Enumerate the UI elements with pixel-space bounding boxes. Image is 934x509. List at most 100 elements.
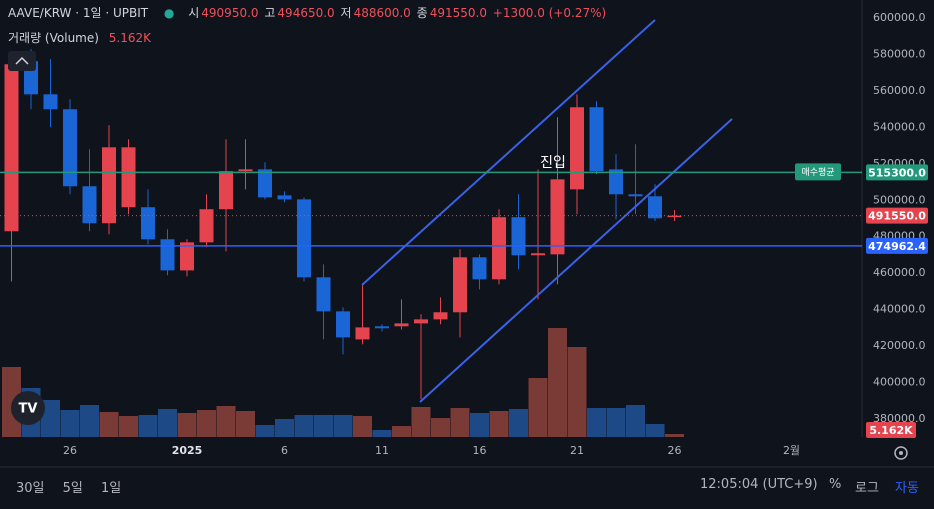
settings-icon[interactable] [894,446,908,460]
candle-body [4,64,19,232]
candle-body [180,242,194,271]
volume-bar [353,416,372,437]
y-tick-label: 400000.0 [873,375,926,388]
candle-body [628,194,643,197]
candle-body [141,207,155,240]
trend-line [419,118,733,403]
candle-body [472,257,487,280]
open-label: 시 [188,6,200,20]
candle-body [570,107,584,190]
candle-body [511,217,526,256]
clock: 12:05:04 (UTC+9) [700,477,818,492]
candle-body [258,169,272,198]
volume-bar [294,415,314,437]
volume-title: 거래량 (Volume) [8,31,99,45]
candle-body [82,186,97,224]
volume-bar [470,413,489,437]
volume-bar [138,415,158,437]
candle-body [648,196,662,219]
candle-body [336,311,350,338]
candle-body [63,109,77,187]
candle-body [453,257,467,313]
high: 494650.0 [277,6,335,20]
symbol: AAVE/KRW · 1일 · UPBIT [8,6,149,20]
range-button[interactable]: 30일 [16,481,45,496]
volume-bar [314,415,333,437]
price-line-name: 매수평균 [801,167,834,178]
auto-button[interactable]: 자동 [895,481,919,496]
price-tag [866,164,928,181]
high-label: 고 [264,6,276,20]
candle-body [589,107,604,172]
y-tick-label: 580000.0 [873,48,926,61]
price-tag-label: 491550.0 [868,210,926,223]
settings-icon-dot [899,451,903,455]
candle-body [102,147,116,224]
range-button[interactable]: 1일 [101,481,122,496]
candle-body [667,215,682,218]
log-button[interactable]: 로그 [855,481,879,496]
x-tick-label: 2025 [172,444,203,457]
volume-bar [80,405,99,437]
low-label: 저 [340,6,352,20]
candle-body [355,327,370,340]
volume-bar [158,409,177,437]
range-button[interactable]: 5일 [62,481,83,496]
volume-bar [255,425,275,437]
y-tick-label: 600000.0 [873,11,926,24]
x-tick-label: 21 [570,444,584,457]
y-tick-label: 440000.0 [873,303,926,316]
y-tick-label: 460000.0 [873,266,926,279]
volume-bar [606,408,626,437]
x-tick-label: 16 [473,444,487,457]
volume-bar [119,416,138,437]
x-tick-label: 2월 [783,444,800,457]
volume-bar [333,415,353,437]
volume-bar [509,409,528,437]
header: AAVE/KRW · 1일 · UPBIT ● 시 490950.0 고 49465… [8,4,608,21]
volume-bar [411,407,431,437]
candle-body [277,195,292,200]
volume-bar [197,410,216,437]
close-label: 종 [416,6,428,20]
y-tick-label: 560000.0 [873,84,926,97]
volume-header: 거래량 (Volume) 5.162K [8,29,151,46]
collapse-button[interactable] [8,51,36,71]
volume-bar [567,347,587,437]
volume-bar [431,418,450,437]
volume-bar [372,430,392,437]
candle-body [609,169,623,195]
price-tag-label: 515300.0 [868,166,926,179]
collapse-icon [15,56,29,65]
y-tick-label: 540000.0 [873,120,926,133]
x-tick-label: 6 [281,444,288,457]
y-tick-label: 500000.0 [873,193,926,206]
candle-body [492,217,506,280]
candle-body [433,312,448,320]
annotation: 진입 [540,155,566,171]
candle-body [160,239,175,271]
open: 490950.0 [201,6,259,20]
candle-body [43,94,58,110]
volume-bar [489,411,509,437]
candle-body [238,169,253,172]
candle-body [316,277,331,312]
close: 491550.0 [429,6,487,20]
percent-button[interactable]: % [829,477,842,492]
y-tick-label: 380000.0 [873,412,926,425]
candle-body [531,253,545,256]
volume-bar [587,408,606,437]
candle-body [297,199,311,278]
trend-line [361,19,656,286]
candle-body [375,326,389,329]
logo [11,391,45,425]
volume-bar [99,412,119,437]
price-tag [866,237,928,254]
candle-body [550,179,565,255]
logo-mark: TV [19,402,38,417]
price-line-name-box [795,163,841,181]
volume-bar [275,419,294,437]
price-tag [866,207,928,224]
